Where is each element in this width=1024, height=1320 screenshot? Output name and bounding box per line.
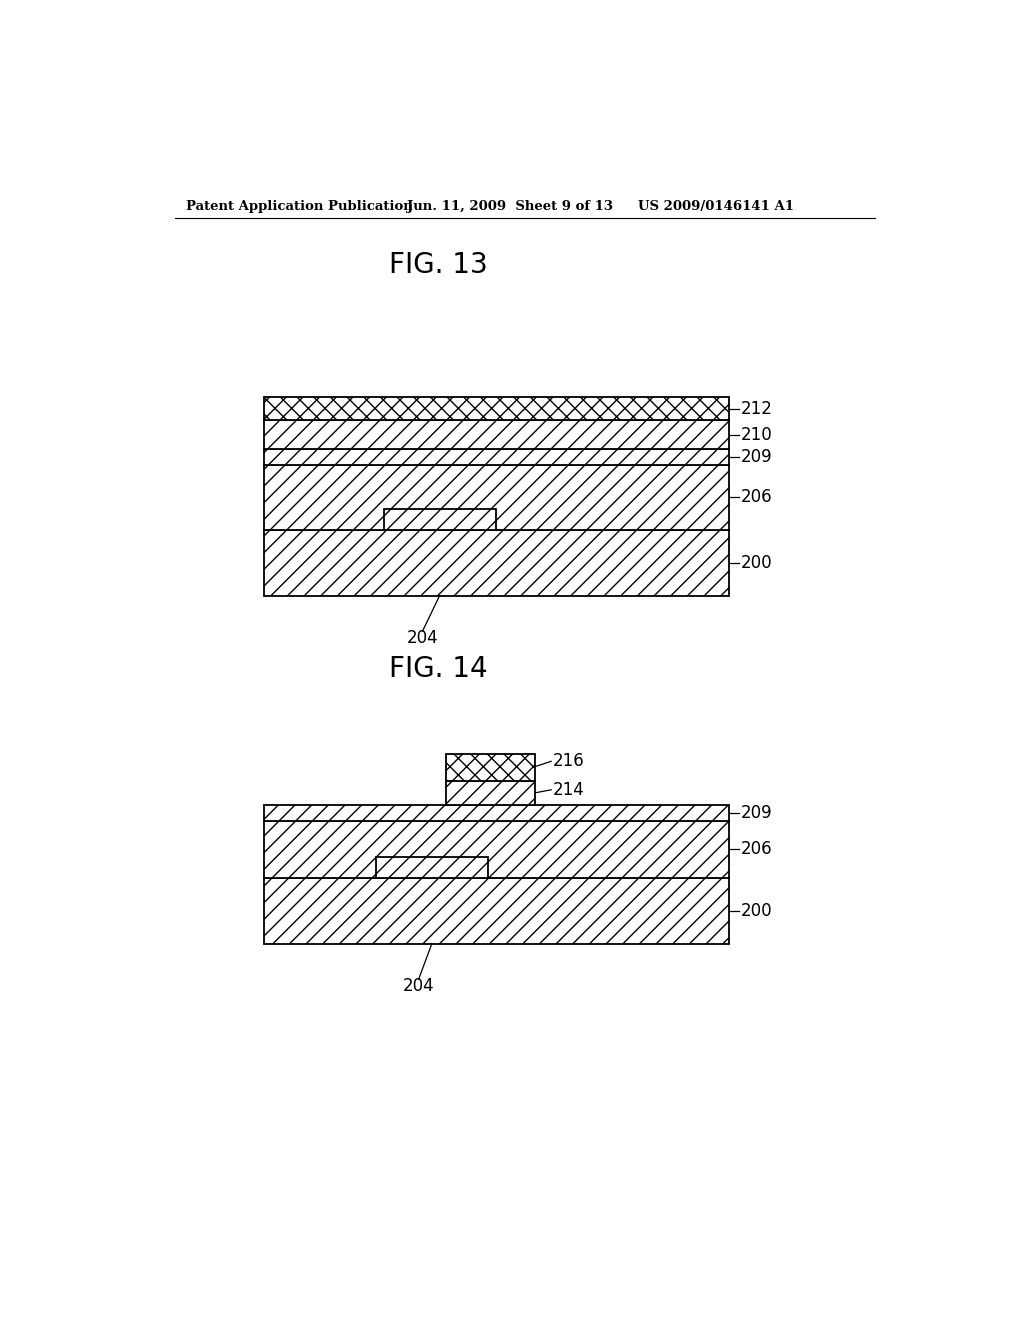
Bar — [263, 821, 729, 878]
Text: 216: 216 — [553, 752, 585, 771]
Bar — [384, 508, 496, 531]
Bar — [263, 449, 729, 465]
Text: Patent Application Publication: Patent Application Publication — [186, 199, 413, 213]
Text: 214: 214 — [553, 781, 585, 799]
Bar — [263, 465, 729, 531]
Text: 200: 200 — [740, 902, 772, 920]
Bar — [445, 780, 535, 805]
Text: 206: 206 — [740, 488, 772, 506]
Bar — [376, 857, 488, 878]
Text: US 2009/0146141 A1: US 2009/0146141 A1 — [638, 199, 794, 213]
Text: Jun. 11, 2009  Sheet 9 of 13: Jun. 11, 2009 Sheet 9 of 13 — [407, 199, 613, 213]
Text: 209: 209 — [740, 449, 772, 466]
Text: FIG. 13: FIG. 13 — [389, 251, 487, 279]
Bar — [263, 397, 729, 420]
Text: 210: 210 — [740, 426, 772, 444]
Bar — [263, 531, 729, 595]
Bar — [263, 420, 729, 449]
Bar — [263, 805, 729, 821]
Text: 204: 204 — [407, 630, 438, 647]
Text: 209: 209 — [740, 804, 772, 822]
Text: FIG. 14: FIG. 14 — [389, 655, 487, 682]
Bar — [263, 878, 729, 944]
Text: 212: 212 — [740, 400, 772, 417]
Text: 206: 206 — [740, 840, 772, 858]
Text: 204: 204 — [402, 977, 434, 995]
Bar — [445, 754, 535, 780]
Text: 200: 200 — [740, 553, 772, 572]
